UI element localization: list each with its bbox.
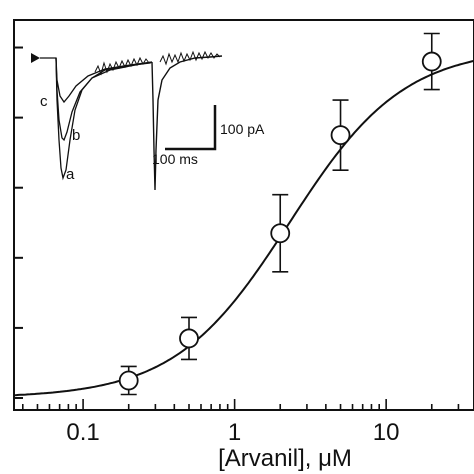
trace-second-noise: [159, 50, 221, 66]
data-point: [270, 223, 291, 244]
holding-current-marker: [31, 53, 40, 63]
scale-label-current: 100 pA: [220, 121, 265, 137]
x-tick-label: 10: [373, 419, 400, 446]
trace-noise: [94, 56, 150, 76]
x-axis-title: [Arvanil], μM: [218, 445, 352, 472]
scale-label-time: 100 ms: [152, 151, 198, 167]
x-tick-label: 1: [228, 419, 241, 446]
scale-bar: [165, 105, 217, 151]
data-point: [179, 328, 199, 349]
x-tick-label: 0.1: [66, 419, 99, 446]
trace-label-b: b: [72, 127, 80, 144]
data-points: [118, 32, 442, 396]
plot-axes: 0.1 1 10: [13, 19, 474, 446]
data-point: [330, 125, 351, 146]
fit-curve: [13, 59, 474, 397]
data-point: [118, 370, 139, 391]
trace-label-a: a: [66, 166, 75, 183]
trace-c: [55, 57, 153, 104]
current-trace-inset: a b c 100 pA 100 ms: [31, 50, 265, 191]
data-point: [421, 51, 442, 72]
trace-label-c: c: [40, 93, 48, 110]
trace-second-pulse: [151, 55, 223, 191]
plot-frame: [13, 19, 474, 411]
